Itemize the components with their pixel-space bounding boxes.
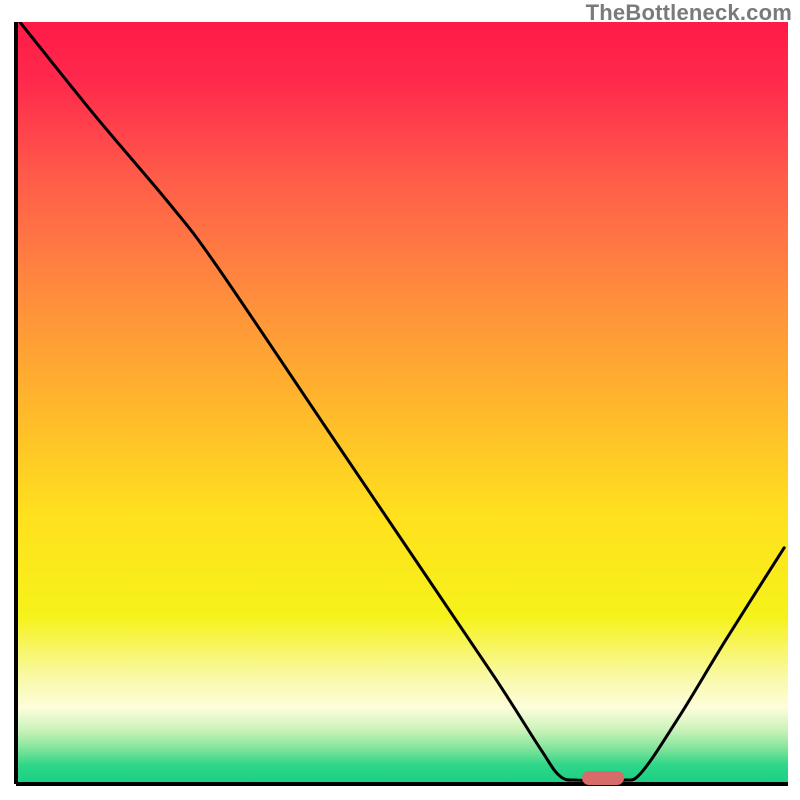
plot-area — [12, 22, 788, 788]
background-gradient — [16, 22, 788, 784]
optimum-marker — [582, 771, 624, 785]
chart-container: TheBottleneck.com — [0, 0, 800, 800]
